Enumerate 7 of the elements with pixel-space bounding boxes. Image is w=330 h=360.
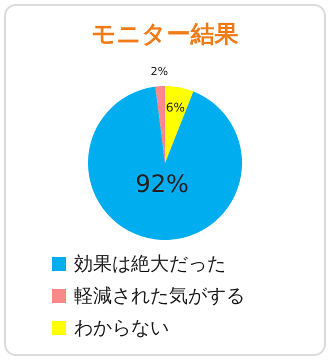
legend-label: 軽減された気がする	[74, 284, 245, 309]
chart-title: モニター結果	[90, 19, 240, 50]
data-label: 92%	[135, 170, 189, 198]
data-label: 2%	[150, 65, 168, 78]
data-label: 6%	[166, 100, 185, 115]
legend-label: わからない	[74, 316, 169, 341]
legend-label: 効果は絶大だった	[74, 252, 226, 277]
